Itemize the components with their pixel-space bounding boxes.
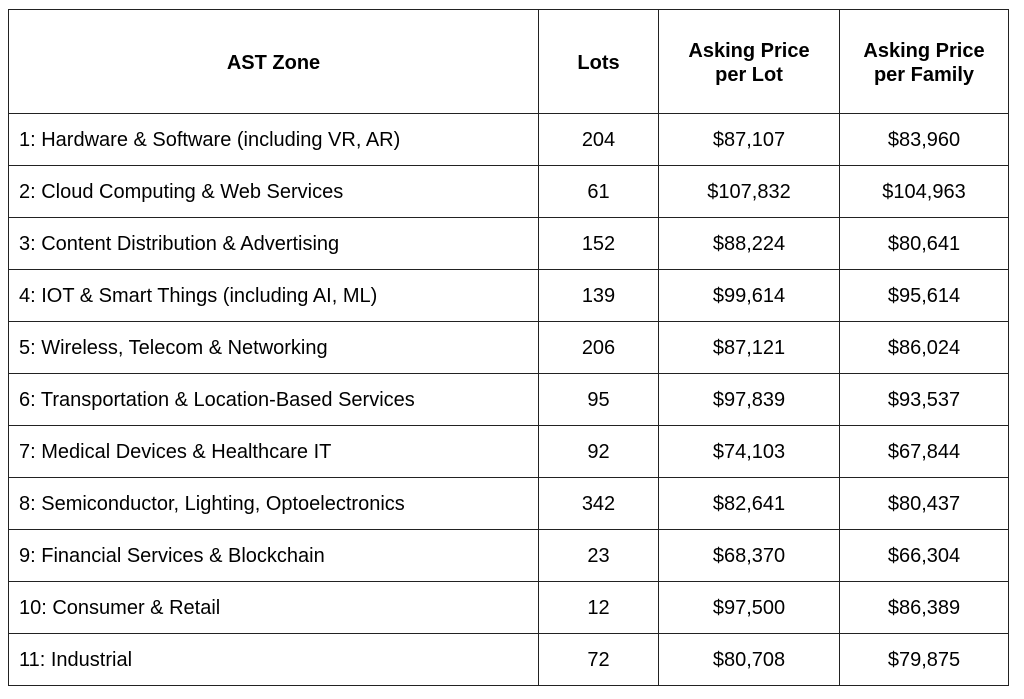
cell-zone: 3: Content Distribution & Advertising <box>8 217 539 270</box>
cell-price-per-lot: $87,107 <box>658 113 840 166</box>
cell-price-per-lot: $97,500 <box>658 581 840 634</box>
cell-price-per-family: $83,960 <box>839 113 1009 166</box>
cell-price-per-family: $86,389 <box>839 581 1009 634</box>
cell-lots: 12 <box>538 581 659 634</box>
table-row: 9: Financial Services & Blockchain 23 $6… <box>8 529 1009 582</box>
table-row: 3: Content Distribution & Advertising 15… <box>8 217 1009 270</box>
cell-price-per-family: $86,024 <box>839 321 1009 374</box>
cell-lots: 204 <box>538 113 659 166</box>
cell-price-per-family: $80,641 <box>839 217 1009 270</box>
cell-lots: 152 <box>538 217 659 270</box>
header-asking-price-per-lot: Asking Price per Lot <box>658 9 840 114</box>
ast-zone-table: AST Zone Lots Asking Price per Lot Askin… <box>8 9 1009 686</box>
cell-price-per-lot: $80,708 <box>658 633 840 686</box>
cell-zone: 4: IOT & Smart Things (including AI, ML) <box>8 269 539 322</box>
cell-zone: 5: Wireless, Telecom & Networking <box>8 321 539 374</box>
table-row: 6: Transportation & Location-Based Servi… <box>8 373 1009 426</box>
cell-lots: 206 <box>538 321 659 374</box>
cell-price-per-family: $79,875 <box>839 633 1009 686</box>
cell-price-per-lot: $82,641 <box>658 477 840 530</box>
table-body: 1: Hardware & Software (including VR, AR… <box>8 113 1009 686</box>
cell-lots: 139 <box>538 269 659 322</box>
header-lots: Lots <box>538 9 659 114</box>
header-asking-price-per-lot-line2: per Lot <box>715 63 783 86</box>
cell-lots: 72 <box>538 633 659 686</box>
cell-price-per-family: $104,963 <box>839 165 1009 218</box>
cell-price-per-lot: $88,224 <box>658 217 840 270</box>
cell-zone: 6: Transportation & Location-Based Servi… <box>8 373 539 426</box>
table-row: 5: Wireless, Telecom & Networking 206 $8… <box>8 321 1009 374</box>
cell-zone: 9: Financial Services & Blockchain <box>8 529 539 582</box>
cell-zone: 8: Semiconductor, Lighting, Optoelectron… <box>8 477 539 530</box>
header-asking-price-per-family-line1: Asking Price <box>863 39 985 62</box>
cell-price-per-lot: $87,121 <box>658 321 840 374</box>
cell-lots: 342 <box>538 477 659 530</box>
cell-lots: 95 <box>538 373 659 426</box>
cell-lots: 23 <box>538 529 659 582</box>
cell-price-per-lot: $107,832 <box>658 165 840 218</box>
table-row: 10: Consumer & Retail 12 $97,500 $86,389 <box>8 581 1009 634</box>
cell-zone: 2: Cloud Computing & Web Services <box>8 165 539 218</box>
cell-price-per-family: $93,537 <box>839 373 1009 426</box>
cell-price-per-family: $95,614 <box>839 269 1009 322</box>
table-row: 1: Hardware & Software (including VR, AR… <box>8 113 1009 166</box>
cell-price-per-family: $80,437 <box>839 477 1009 530</box>
cell-zone: 11: Industrial <box>8 633 539 686</box>
table-row: 4: IOT & Smart Things (including AI, ML)… <box>8 269 1009 322</box>
cell-zone: 7: Medical Devices & Healthcare IT <box>8 425 539 478</box>
table-row: 7: Medical Devices & Healthcare IT 92 $7… <box>8 425 1009 478</box>
cell-zone: 1: Hardware & Software (including VR, AR… <box>8 113 539 166</box>
header-ast-zone: AST Zone <box>8 9 539 114</box>
cell-price-per-family: $66,304 <box>839 529 1009 582</box>
table-row: 2: Cloud Computing & Web Services 61 $10… <box>8 165 1009 218</box>
cell-lots: 92 <box>538 425 659 478</box>
cell-lots: 61 <box>538 165 659 218</box>
cell-zone: 10: Consumer & Retail <box>8 581 539 634</box>
header-asking-price-per-lot-line1: Asking Price <box>688 39 810 62</box>
table-row: 8: Semiconductor, Lighting, Optoelectron… <box>8 477 1009 530</box>
header-row: AST Zone Lots Asking Price per Lot Askin… <box>8 9 1009 114</box>
cell-price-per-family: $67,844 <box>839 425 1009 478</box>
cell-price-per-lot: $99,614 <box>658 269 840 322</box>
header-asking-price-per-family-line2: per Family <box>873 63 975 86</box>
table-header: AST Zone Lots Asking Price per Lot Askin… <box>8 9 1009 114</box>
cell-price-per-lot: $68,370 <box>658 529 840 582</box>
cell-price-per-lot: $97,839 <box>658 373 840 426</box>
header-asking-price-per-family: Asking Price per Family <box>839 9 1009 114</box>
cell-price-per-lot: $74,103 <box>658 425 840 478</box>
table-row: 11: Industrial 72 $80,708 $79,875 <box>8 633 1009 686</box>
